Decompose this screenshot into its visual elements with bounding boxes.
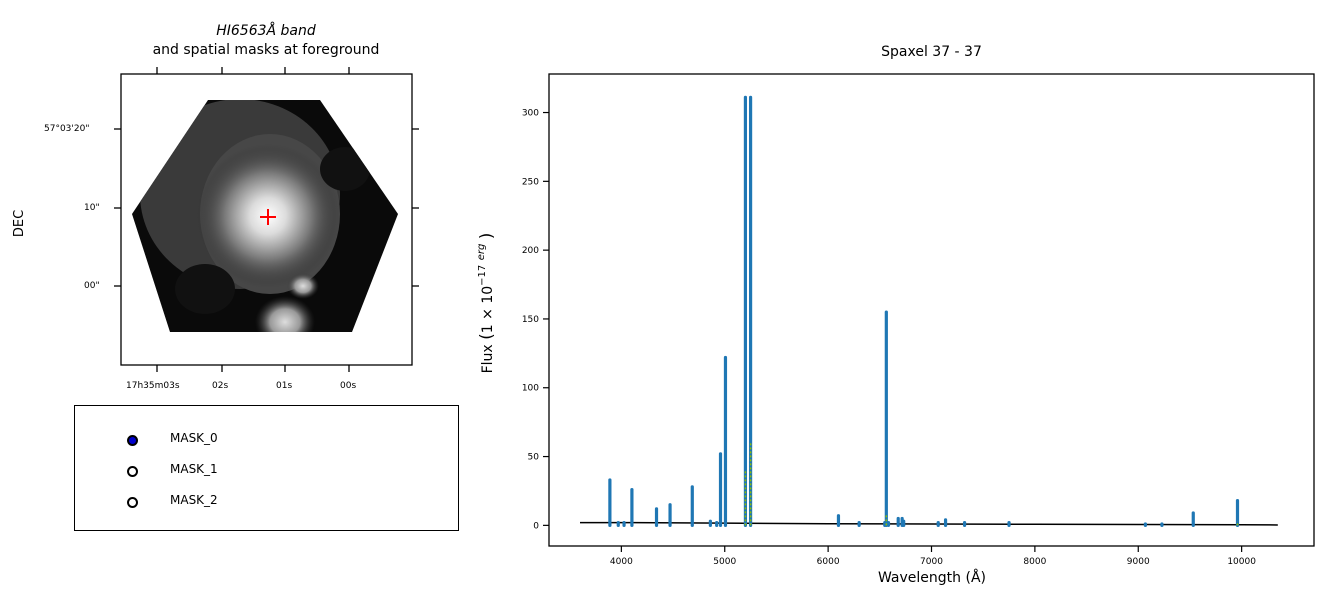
dec-axis-label: DEC xyxy=(12,209,28,238)
x-tick-label: 6000 xyxy=(817,557,840,567)
map-title-band: HI6563Å band xyxy=(216,23,316,39)
continuum-line xyxy=(580,521,1278,526)
x-tick-label: 5000 xyxy=(713,557,736,567)
x-tick-label: 4000 xyxy=(610,557,633,567)
dec-tick-0: 57°03'20" xyxy=(44,124,90,134)
ra-tick-2: 01s xyxy=(276,381,293,391)
marker-cross xyxy=(260,209,276,225)
dec-tick-1: 10" xyxy=(84,203,100,213)
x-tick-label: 8000 xyxy=(1023,557,1046,567)
x-tick-label: 9000 xyxy=(1127,557,1150,567)
plot-area: 4000 5000 6000 7000 8000 9000 10000 0 50 100 150 20… xyxy=(522,73,1315,567)
y-axis-label: Flux (1 × 10−17 erg ) xyxy=(476,233,497,374)
image-map xyxy=(114,67,419,372)
ra-tick-1: 02s xyxy=(212,381,229,391)
x-tick-label: 10000 xyxy=(1227,557,1256,567)
y-tick-label: 300 xyxy=(522,109,539,119)
map-title-sub: and spatial masks at foreground xyxy=(152,42,380,58)
spectrum-chart: 4000 5000 6000 7000 8000 9000 10000 0 50 100 150 20… xyxy=(476,73,1315,586)
mask0-marker xyxy=(127,435,138,446)
y-tick-label: 0 xyxy=(533,521,539,531)
y-tick-label: 150 xyxy=(522,315,539,325)
y-tick-label: 250 xyxy=(522,177,539,187)
x-axis-label: Wavelength (Å) xyxy=(878,569,986,586)
mask1-marker xyxy=(127,466,138,477)
legend-label: MASK_2 xyxy=(170,493,218,507)
legend-label: MASK_0 xyxy=(170,431,218,445)
map-title: HI6563Å band and spatial masks at foregr… xyxy=(90,22,442,60)
mask-legend: MASK_0 MASK_1 MASK_2 xyxy=(74,405,459,531)
dec-tick-2: 00" xyxy=(84,281,100,291)
legend-label: MASK_1 xyxy=(170,462,218,476)
chart-title: Spaxel 37 - 37 xyxy=(881,44,982,60)
y-tick-label: 200 xyxy=(522,246,539,256)
y-tick-label: 50 xyxy=(528,453,540,463)
ra-tick-0: 17h35m03s xyxy=(126,381,180,391)
mask2-marker xyxy=(127,497,138,508)
legend-item-mask1[interactable]: MASK_1 xyxy=(75,461,375,481)
svg-text:Flux (1 × 10−17 erg ): Flux (1 × 10−17 erg ) xyxy=(476,233,497,374)
y-tick-label: 100 xyxy=(522,384,539,394)
legend-item-mask0[interactable]: MASK_0 xyxy=(75,430,375,450)
plot-frame xyxy=(548,73,1315,547)
legend-item-mask2[interactable]: MASK_2 xyxy=(75,492,375,512)
ra-tick-3: 00s xyxy=(340,381,357,391)
x-tick-label: 7000 xyxy=(920,557,943,567)
